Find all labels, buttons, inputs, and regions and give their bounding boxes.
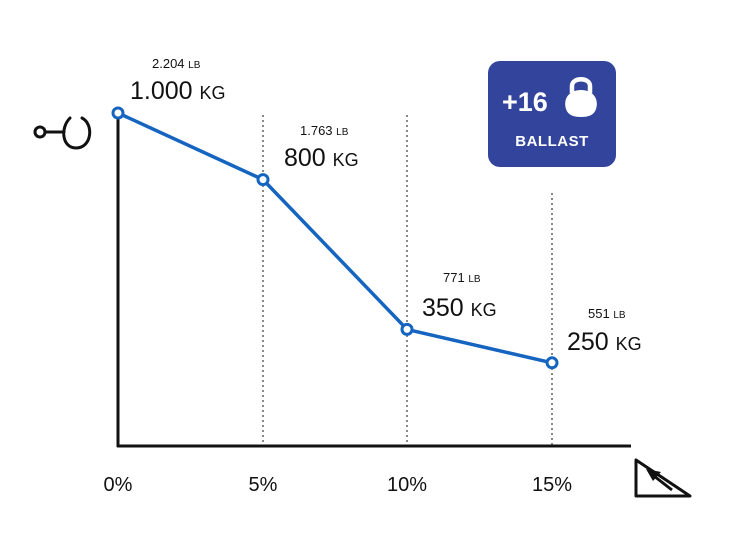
data-point <box>256 173 270 187</box>
x-tick-label: 5% <box>249 474 278 496</box>
kg-unit: KG <box>616 334 642 354</box>
data-point <box>545 356 559 370</box>
lb-value: 771 <box>443 270 468 285</box>
kg-unit: KG <box>471 300 497 320</box>
lb-value: 2.204 <box>152 56 188 71</box>
lb-unit: LB <box>188 60 201 71</box>
gridlines <box>262 115 553 446</box>
kg-value: 250 <box>567 328 616 356</box>
data-points <box>111 106 559 370</box>
lb-label: 1.763 LB <box>300 123 349 138</box>
lb-unit: LB <box>613 310 626 321</box>
kg-value: 1.000 <box>130 77 200 105</box>
series-line <box>117 111 553 365</box>
kg-label: 800 KG <box>284 144 359 172</box>
x-tick-label: 10% <box>387 474 427 496</box>
kg-label: 1.000 KG <box>130 77 226 105</box>
data-point <box>111 106 125 120</box>
lb-label: 2.204 LB <box>152 56 201 71</box>
incline-slope-icon <box>634 458 692 498</box>
kg-value: 350 <box>422 294 471 322</box>
lb-unit: LB <box>468 274 481 285</box>
ballast-label: BALLAST <box>515 133 589 150</box>
kg-unit: KG <box>333 150 359 170</box>
lb-label: 551 LB <box>588 306 626 321</box>
lb-value: 551 <box>588 306 613 321</box>
lb-value: 1.763 <box>300 123 336 138</box>
kg-label: 350 KG <box>422 294 497 322</box>
x-tick-label: 15% <box>532 474 572 496</box>
kg-value: 800 <box>284 144 333 172</box>
x-tick-label: 0% <box>104 474 133 496</box>
ballast-value: +16 <box>502 87 548 117</box>
incline-arrow-icon <box>646 469 673 492</box>
ballast-badge: +16 BALLAST <box>488 61 616 167</box>
lb-unit: LB <box>336 127 349 138</box>
data-point <box>400 322 414 336</box>
kg-unit: KG <box>200 83 226 103</box>
tow-hook-icon <box>33 116 92 150</box>
kg-label: 250 KG <box>567 328 642 356</box>
lb-label: 771 LB <box>443 270 481 285</box>
kettlebell-icon <box>565 77 597 117</box>
x-tick-labels: 0% 5% 10% 15% <box>104 474 573 496</box>
